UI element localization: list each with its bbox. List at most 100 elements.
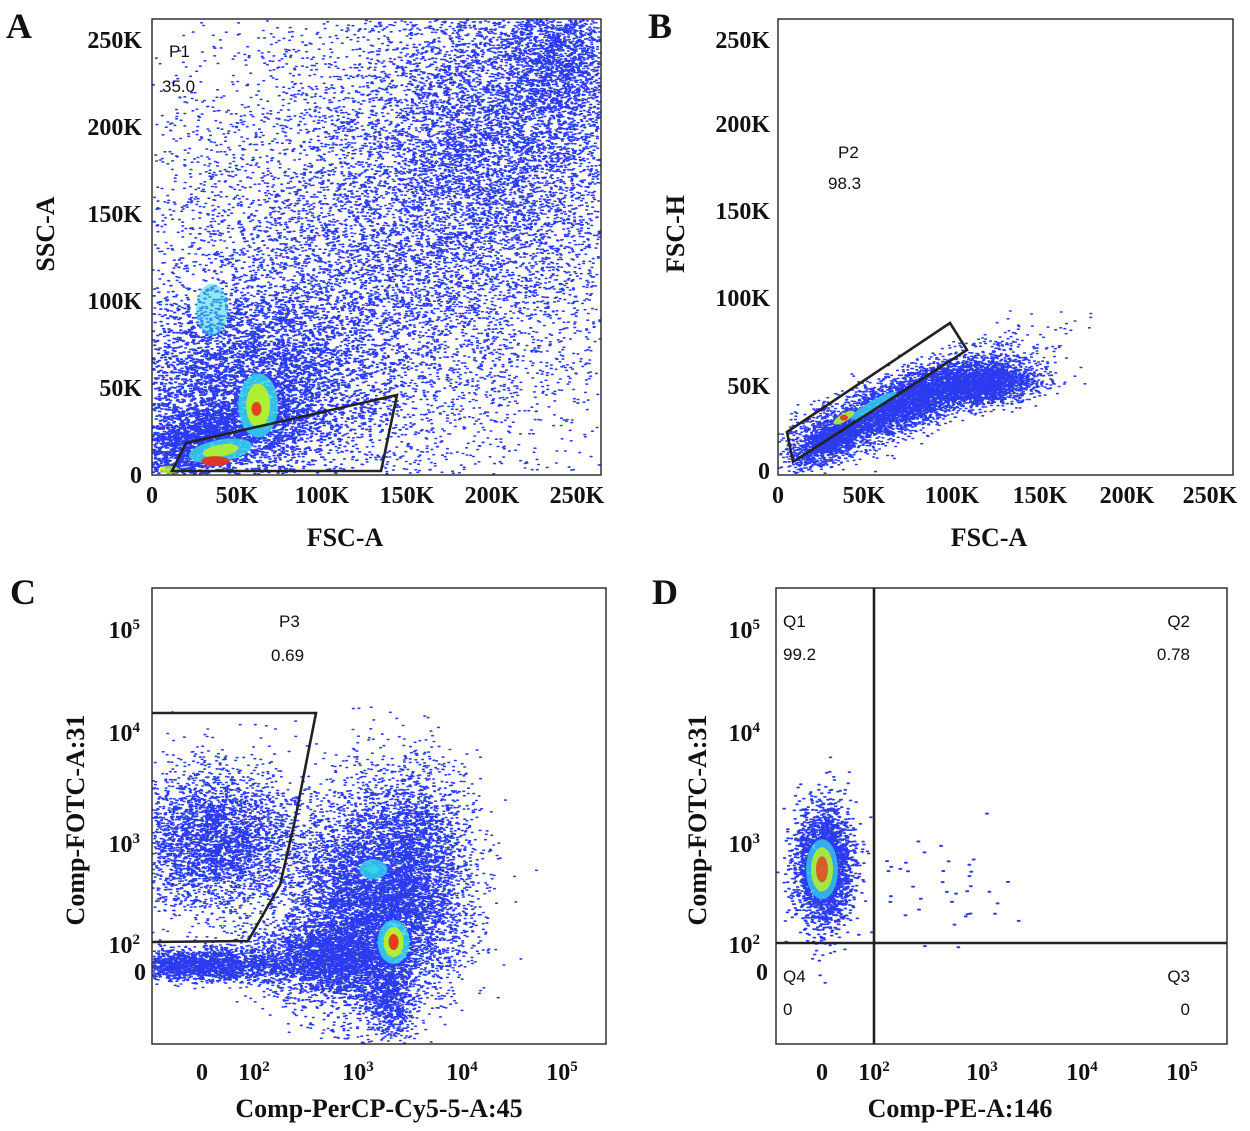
scatter-points-d [776,756,1021,984]
quadrant-name-q3: Q3 [1167,967,1190,986]
quadrant-name-q2: Q2 [1167,612,1190,631]
plot-frame-a [151,18,602,476]
x-tick-label: 200K [1100,483,1155,509]
density-hotspot [839,414,848,421]
x-tick-label: 0 [196,1060,208,1086]
y-tick-label: 105 [109,617,141,644]
x-tick-label: 104 [1066,1059,1098,1086]
y-tick-label: 102 [729,932,761,959]
tick-base: 0 [134,960,146,986]
y-tick-label: 150K [87,202,142,228]
tick-exponent: 3 [990,1059,998,1075]
tick-base: 0 [816,1060,828,1086]
x-axis-label-b: FSC-A [951,523,1028,552]
density-hotspot [202,443,239,458]
y-tick-label: 104 [729,720,761,747]
x-tick-label: 105 [546,1059,578,1086]
y-tick-label: 0 [758,459,770,485]
scatter-points [475,19,602,171]
density-cluster [352,950,435,1044]
tick-base: 10 [1066,1060,1090,1086]
plot-frame-d [775,587,1228,1045]
y-ticks-a: 0 50K 100K 150K 200K 250K [87,28,142,489]
y-ticks-d: 0 102 103 104 105 [729,617,769,986]
tick-exponent: 4 [1090,1059,1098,1075]
y-tick-label: 0 [134,960,146,986]
y-axis-label-c: Comp-FOTC-A:31 [61,715,90,926]
scatter-points [151,938,325,990]
density-hotspot [195,283,228,336]
tick-base: 10 [238,1060,262,1086]
x-axis-label-d: Comp-PE-A:146 [868,1094,1053,1123]
x-tick-label: 0 [146,483,158,509]
y-tick-label: 250K [87,28,142,54]
x-tick-label: 100K [295,483,350,509]
y-tick-label: 50K [99,376,142,402]
scatter-points [345,706,508,1025]
y-tick-label: 103 [109,831,141,858]
tick-base: 10 [966,1060,990,1086]
scatter-points-a [151,19,602,475]
tick-base: 10 [446,1060,470,1086]
y-tick-label: 100K [87,289,142,315]
x-axis-label-a: FSC-A [307,523,384,552]
tick-base: 10 [109,618,133,644]
x-tick-label: 102 [858,1059,890,1086]
tick-base: 10 [729,933,753,959]
scatter-points [352,950,435,1044]
tick-exponent: 2 [133,932,141,948]
x-ticks-d: 0 102 103 104 105 [816,1059,1198,1086]
x-tick-label: 250K [1183,483,1238,509]
x-tick-label: 50K [216,483,259,509]
tick-base: 10 [729,832,753,858]
panel-label-d: D [652,572,678,612]
y-tick-label: 250K [715,28,770,54]
y-ticks-b: 0 50K 100K 150K 200K 250K [715,28,770,485]
x-tick-label: 150K [380,483,435,509]
y-axis-label-d: Comp-FOTC-A:31 [683,715,712,926]
tick-base: 10 [342,1060,366,1086]
tick-base: 10 [109,832,133,858]
y-tick-label: 103 [729,831,761,858]
quadrant-percent-q1: 99.2 [783,645,816,664]
tick-exponent: 2 [753,932,761,948]
y-tick-label: 104 [109,720,141,747]
tick-base: 0 [196,1060,208,1086]
y-tick-label: 0 [130,463,142,489]
density-cluster [151,711,397,964]
gate-percent-p1: 35.0 [162,77,195,96]
x-axis-label-c: Comp-PerCP-Cy5-5-A:45 [235,1094,522,1123]
scatter-points [856,812,1021,949]
tick-exponent: 3 [753,831,761,847]
density-hotspot [201,456,230,467]
density-cluster [345,706,508,1025]
tick-exponent: 4 [470,1059,478,1075]
gate-name-p1: P1 [169,42,190,61]
gate-percent-p2: 98.3 [828,174,861,193]
tick-base: 0 [756,960,768,986]
tick-base: 10 [546,1060,570,1086]
plot-frame-b [777,18,1234,476]
x-tick-label: 105 [1166,1059,1198,1086]
y-tick-label: 150K [715,199,770,225]
y-ticks-c: 0 102 103 104 105 [109,617,147,986]
x-tick-label: 50K [843,483,886,509]
scatter-points-b [777,310,1093,475]
y-tick-label: 50K [727,374,770,400]
x-tick-label: 102 [238,1059,270,1086]
density-cluster [886,349,1087,421]
tick-exponent: 4 [133,720,141,736]
panel-a: A P1 35.0 0 50K 100K 150K 200K 250K 0 50… [6,6,605,552]
panel-d: D Q1 99.2 Q2 0.78 Q3 0 Q4 0 0 102 103 10… [652,572,1228,1123]
y-tick-label: 200K [715,112,770,138]
scatter-points [151,711,397,964]
density-hotspot [367,865,380,874]
scatter-points-c [151,706,539,1044]
tick-exponent: 5 [570,1059,578,1075]
x-ticks-c: 0 102 103 104 105 [196,1059,578,1086]
quadrant-percent-q4: 0 [783,1000,792,1019]
gate-name-p3: P3 [279,612,300,631]
x-tick-label: 250K [550,483,605,509]
y-tick-label: 0 [756,960,768,986]
x-tick-label: 150K [1013,483,1068,509]
